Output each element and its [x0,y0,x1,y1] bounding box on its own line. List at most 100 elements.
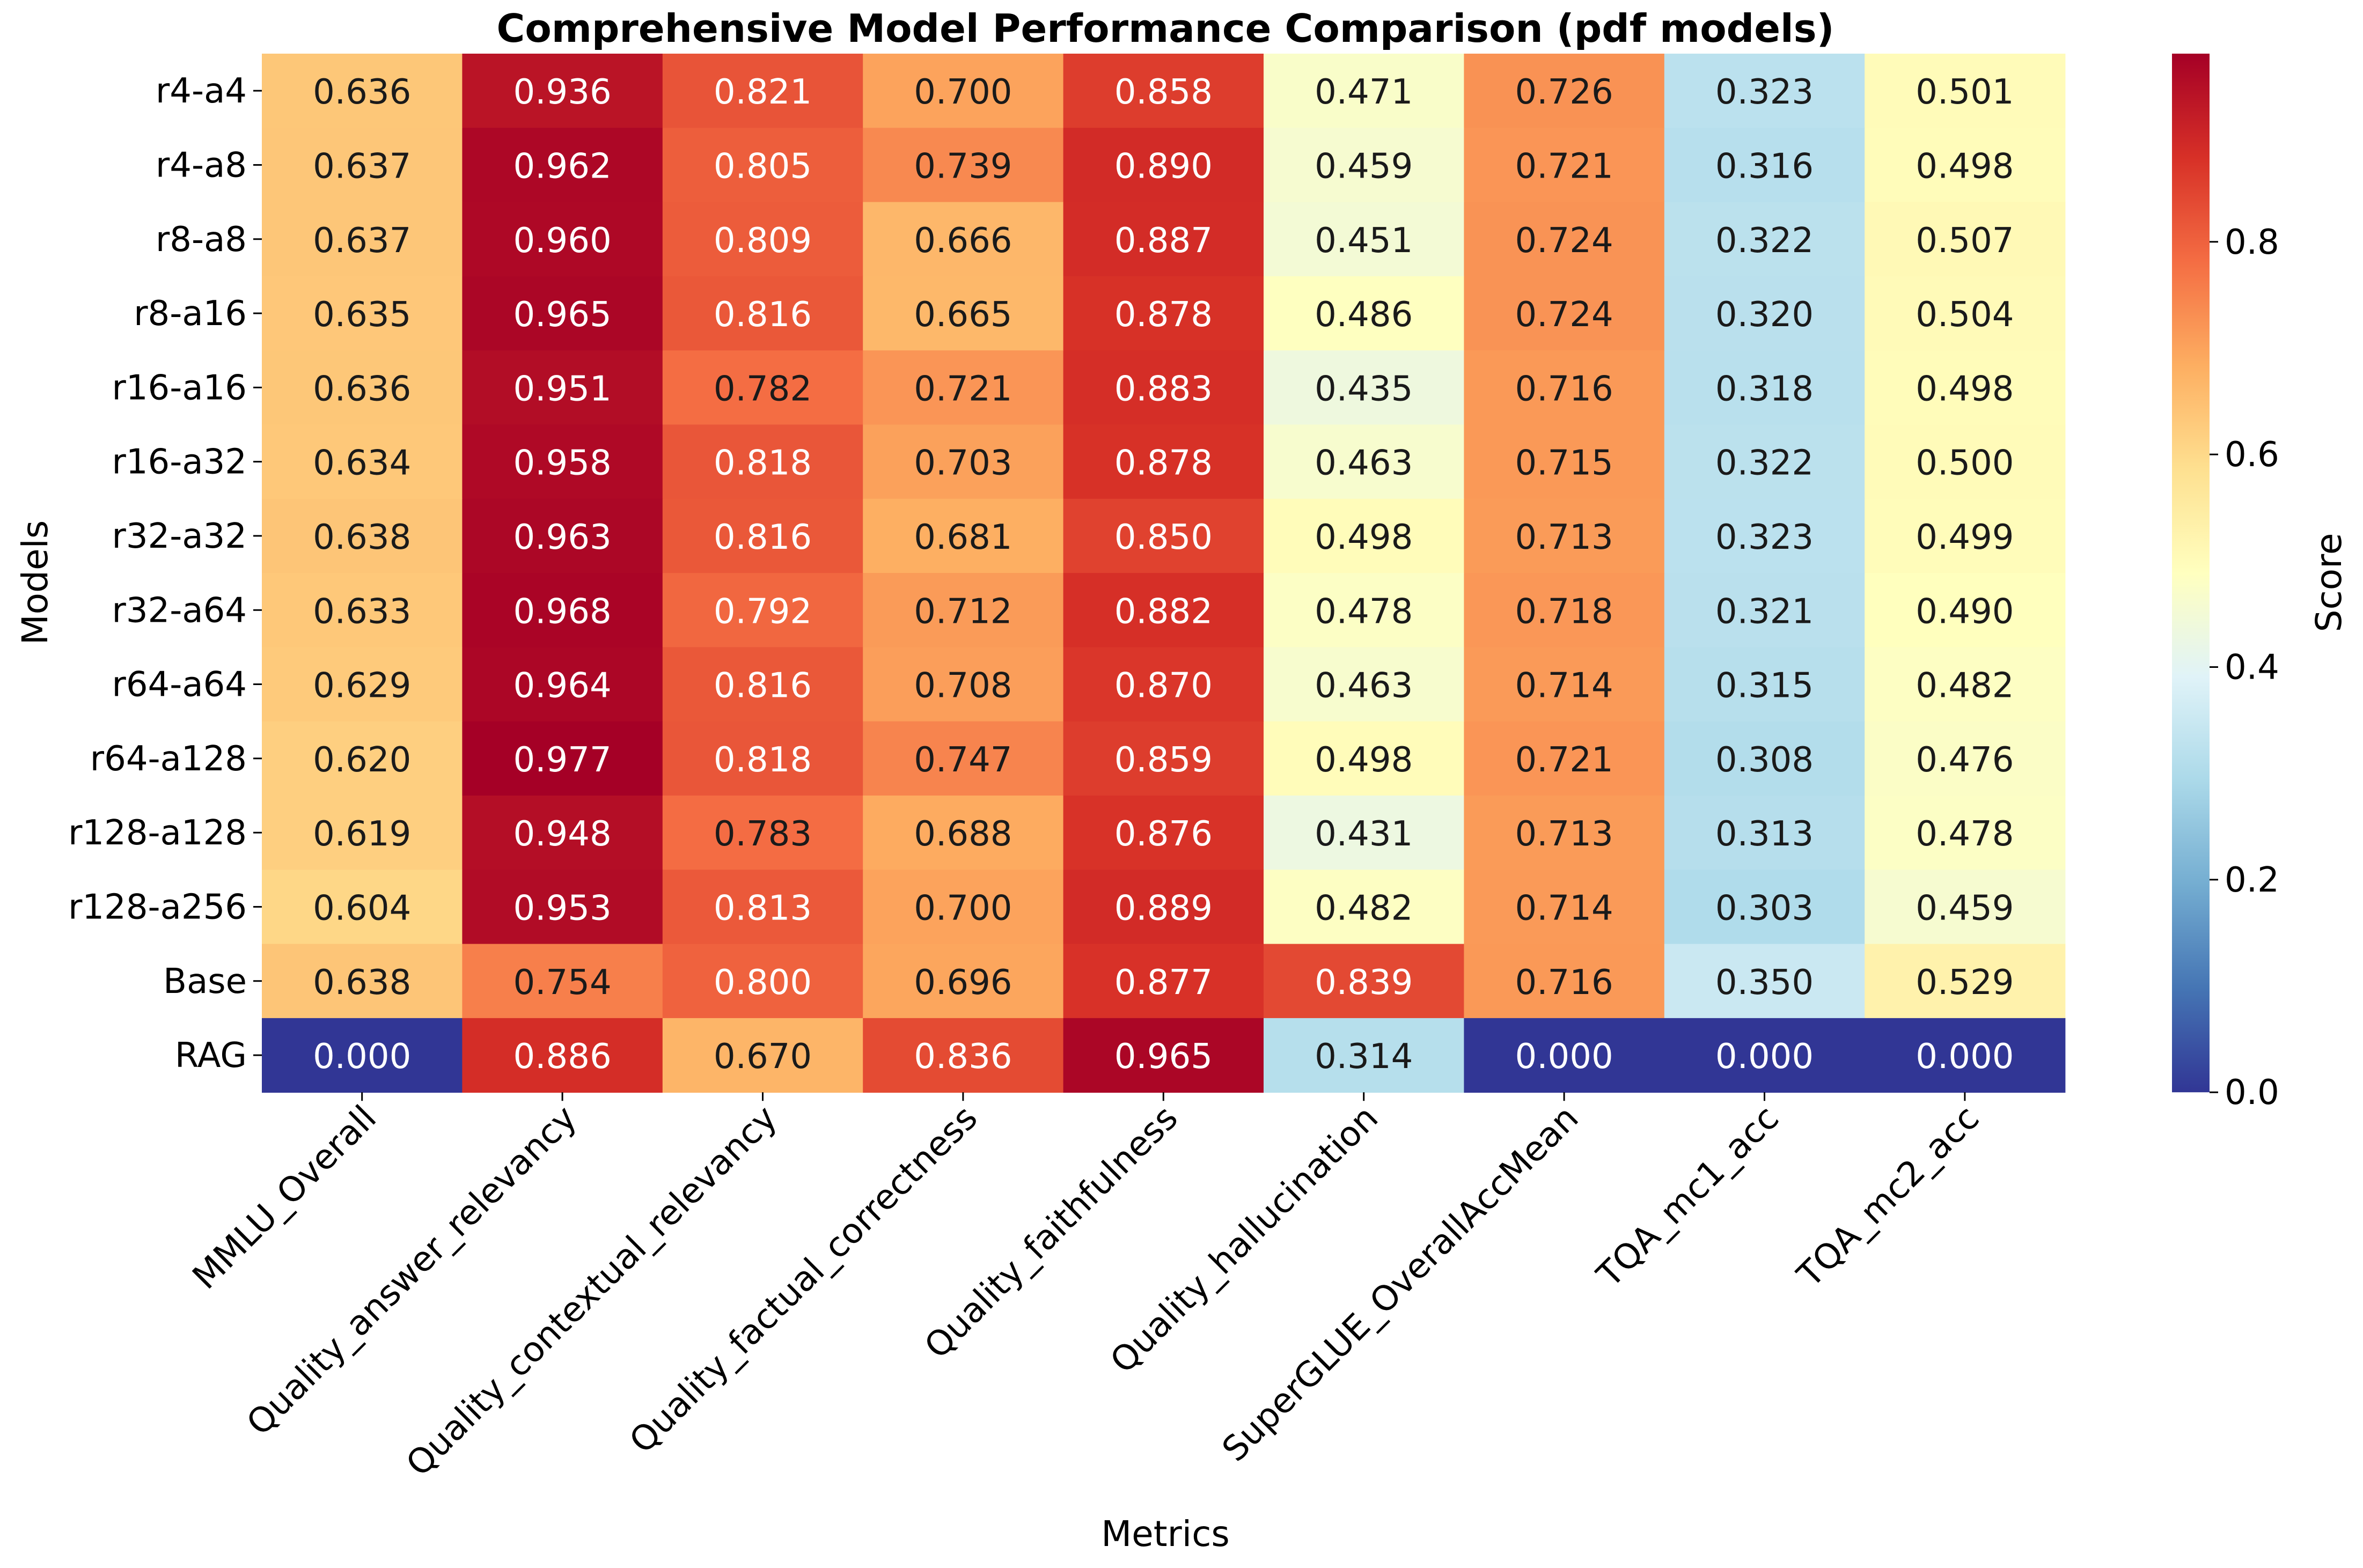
heatmap-cell [863,202,1064,277]
cell-value-label: 0.782 [714,369,812,409]
cell-value-label: 0.620 [313,740,411,780]
cell-value-label: 0.637 [313,147,411,187]
cell-value-label: 0.936 [513,72,611,112]
heatmap-cell [1264,202,1465,277]
cell-value-label: 0.435 [1315,369,1413,409]
heatmap-cell [1664,870,1865,945]
heatmap-cell [863,54,1064,129]
heatmap-cell [262,350,463,425]
heatmap-cell [1664,276,1865,351]
heatmap-cell [662,128,863,203]
heatmap-cell [1464,202,1665,277]
heatmap-cell [662,350,863,425]
heatmap-cell [1063,647,1264,722]
heatmap-cell [1865,647,2066,722]
heatmap-cell [1865,424,2066,499]
cell-value-label: 0.721 [1515,147,1613,187]
heatmap-cell [662,54,863,129]
cell-value-label: 0.459 [1315,147,1413,187]
cell-value-label: 0.716 [1515,369,1613,409]
heatmap-cell [1264,498,1465,573]
row-labels: r4-a4 r4-a8 r8-a8 r8-a16 r16-a16 r16-a32 r32-a… [68,71,262,1076]
cell-value-label: 0.478 [1315,592,1413,631]
heatmap-cell [1865,276,2066,351]
colorbar-label: Score [2308,533,2350,632]
colorbar-tick-label: 0.0 [2225,1073,2279,1113]
cell-value-label: 0.965 [513,295,611,335]
colorbar: 0.0 0.2 0.4 0.6 0.8 [2172,54,2279,1113]
cell-value-label: 0.713 [1515,518,1613,557]
cell-value-label: 0.715 [1515,444,1613,483]
cell-value-label: 0.500 [1916,444,2014,483]
heatmap-cell [1464,128,1665,203]
heatmap-cell [863,796,1064,871]
cell-value-label: 0.637 [313,221,411,261]
cell-value-label: 0.700 [914,72,1012,112]
cell-value-label: 0.000 [1916,1037,2014,1077]
cell-value-label: 0.498 [1315,740,1413,780]
heatmap-cell [1865,498,2066,573]
heatmap-cell [863,721,1064,796]
heatmap-cell [863,276,1064,351]
heatmap-cell [662,202,863,277]
cell-value-label: 0.459 [1916,889,2014,929]
cell-value-label: 0.604 [313,889,411,929]
heatmap-cell [863,870,1064,945]
heatmap-cell [662,498,863,573]
cell-value-label: 0.000 [1515,1037,1613,1077]
cell-value-label: 0.681 [914,518,1012,557]
heatmap-cell [1664,498,1865,573]
y-tick-label: r128-a256 [68,887,247,927]
heatmap-cell [1664,647,1865,722]
colorbar-tick-label: 0.8 [2225,223,2279,262]
cell-value-label: 0.724 [1515,221,1613,261]
heatmap-cell [1664,54,1865,129]
heatmap-cell [662,647,863,722]
cell-value-label: 0.635 [313,295,411,335]
cell-value-label: 0.713 [1515,814,1613,854]
heatmap-cell [462,647,663,722]
cell-value-label: 0.968 [513,592,611,631]
cell-value-label: 0.809 [714,221,812,261]
cell-value-label: 0.963 [513,518,611,557]
y-tick-label: r64-a64 [112,665,247,705]
heatmap-cell [662,276,863,351]
cell-value-label: 0.486 [1315,295,1413,335]
heatmap-cell [1865,573,2066,648]
cell-value-label: 0.951 [513,369,611,409]
heatmap-cell [1063,498,1264,573]
heatmap-cell [262,796,463,871]
cell-value-label: 0.507 [1916,221,2014,261]
cell-value-label: 0.504 [1916,295,2014,335]
cell-value-label: 0.476 [1916,740,2014,780]
cell-value-label: 0.718 [1515,592,1613,631]
heatmap-cell [462,54,663,129]
cell-value-label: 0.501 [1916,72,2014,112]
cell-value-label: 0.499 [1916,518,2014,557]
heatmap-cell [1264,1018,1465,1093]
heatmap-cell [1464,1018,1665,1093]
cell-value-label: 0.818 [714,444,812,483]
cell-value-label: 0.316 [1715,147,1814,187]
cell-value-label: 0.315 [1715,666,1814,706]
cell-value-label: 0.703 [914,444,1012,483]
heatmap-cell [662,721,863,796]
heatmap-cell [1063,276,1264,351]
heatmap-cell [662,573,863,648]
cell-value-label: 0.636 [313,72,411,112]
cell-value-label: 0.850 [1114,518,1213,557]
heatmap-cell [262,1018,463,1093]
y-tick-label: r64-a128 [90,739,247,779]
cell-value-label: 0.960 [513,221,611,261]
cell-value-label: 0.471 [1315,72,1413,112]
heatmap-cell [1063,54,1264,129]
heatmap-cell [1264,870,1465,945]
heatmap-cell [1865,1018,2066,1093]
heatmap-cell [662,424,863,499]
heatmap-cell [1264,573,1465,648]
cell-value-label: 0.783 [714,814,812,854]
heatmap-cell [462,128,663,203]
cell-value-label: 0.839 [1315,963,1413,1003]
cell-value-label: 0.636 [313,369,411,409]
y-axis-label: Models [14,520,56,645]
